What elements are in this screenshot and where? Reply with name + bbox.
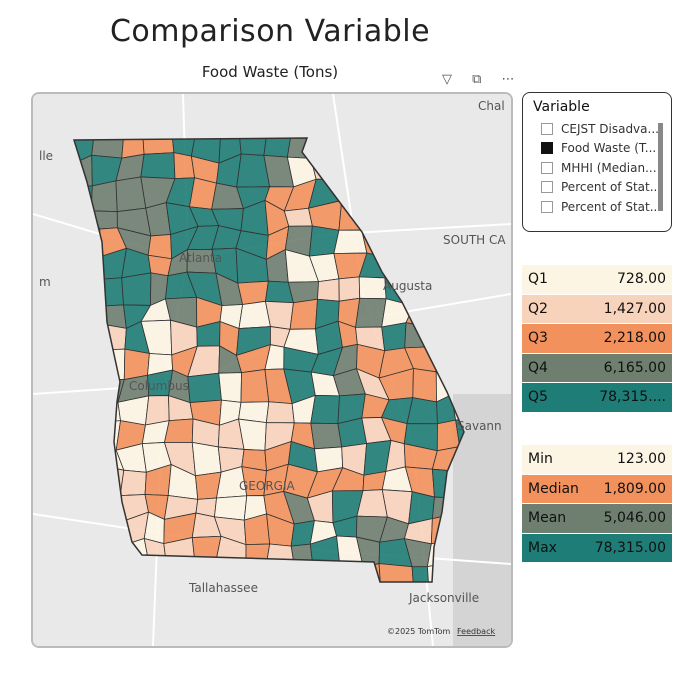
- table-row: Median 1,809.00: [522, 474, 672, 504]
- row-value: 5,046.00: [603, 510, 666, 527]
- county: [406, 397, 438, 425]
- slicer-title: Variable: [533, 99, 590, 115]
- row-label: Median: [528, 480, 579, 497]
- map-label: Jacksonville: [408, 591, 479, 605]
- row-label: Q3: [528, 330, 548, 347]
- map-label: m: [39, 275, 51, 289]
- county: [411, 566, 430, 582]
- map-label: Chal: [478, 99, 505, 113]
- row-label: Q2: [528, 300, 548, 317]
- county: [121, 272, 152, 306]
- county: [90, 180, 118, 213]
- table-row: Q5 78,315....: [522, 383, 672, 413]
- row-value: 6,165.00: [603, 359, 666, 376]
- map-label: Tallahassee: [188, 581, 258, 595]
- county: [147, 234, 173, 260]
- county: [310, 422, 343, 450]
- slicer-option[interactable]: CEJST Disadva...: [541, 119, 671, 139]
- visual-icons[interactable]: ▽ ⧉ ⋯: [442, 72, 523, 87]
- row-value: 78,315.00: [594, 539, 666, 556]
- visual-subtitle: Food Waste (Tons): [201, 63, 339, 81]
- row-label: Q4: [528, 359, 548, 376]
- map-label: SOUTH CA: [443, 233, 506, 247]
- county: [378, 563, 415, 582]
- row-value: 78,315....: [599, 389, 666, 406]
- row-value: 123.00: [617, 451, 666, 468]
- row-label: Mean: [528, 510, 567, 527]
- table-row: Max 78,315.00: [522, 533, 672, 563]
- table-row: Min 123.00: [522, 445, 672, 475]
- attribution: ©2025 TomTom: [387, 627, 451, 636]
- county: [145, 395, 170, 426]
- county: [119, 469, 147, 497]
- option-label: Percent of Stat...: [561, 180, 662, 195]
- table-row: Mean 5,046.00: [522, 504, 672, 534]
- page-title: Comparison Variable: [109, 14, 431, 49]
- row-value: 1,427.00: [603, 300, 666, 317]
- table-row: Q2 1,427.00: [522, 294, 672, 324]
- county: [140, 152, 176, 180]
- map-label: lle: [39, 149, 53, 163]
- county: [238, 300, 271, 330]
- slicer-option[interactable]: MHHI (Median...: [541, 158, 671, 178]
- row-label: Max: [528, 539, 557, 556]
- map-label: Augusta: [383, 279, 432, 293]
- county: [317, 278, 340, 302]
- county: [381, 322, 407, 352]
- county: [123, 348, 150, 381]
- map-label: Columbus: [129, 379, 189, 393]
- row-value: 728.00: [617, 271, 666, 288]
- county: [191, 441, 222, 477]
- county: [240, 369, 270, 403]
- row-label: Q1: [528, 271, 548, 288]
- row-value: 1,809.00: [603, 480, 666, 497]
- map[interactable]: Chal lle SOUTH CA Atlanta Augusta m Colu…: [31, 92, 513, 648]
- county: [338, 276, 361, 302]
- slicer-option[interactable]: Percent of Stat...: [541, 197, 671, 217]
- scrollbar[interactable]: [658, 123, 663, 211]
- map-label: Atlanta: [179, 251, 222, 265]
- map-label: Savann: [457, 419, 502, 433]
- option-label: Food Waste (T...: [561, 141, 657, 156]
- table-row: Q3 2,218.00: [522, 324, 672, 354]
- county: [310, 395, 340, 425]
- county: [289, 298, 318, 330]
- stats-table: Min 123.00 Median 1,809.00 Mean 5,046.00 Max 78…: [522, 445, 672, 563]
- county: [218, 372, 242, 403]
- quantile-table: Q1 728.00 Q2 1,427.00 Q3 2,218.00 Q4 6,165.00 Q5…: [522, 265, 672, 413]
- county: [237, 280, 269, 305]
- slicer-option[interactable]: Food Waste (T...: [541, 139, 671, 159]
- county: [214, 495, 248, 521]
- county: [283, 207, 313, 227]
- row-label: Min: [528, 451, 553, 468]
- county: [355, 297, 387, 328]
- option-label: MHHI (Median...: [561, 160, 657, 175]
- option-label: CEJST Disadva...: [561, 121, 659, 136]
- row-value: 2,218.00: [603, 330, 666, 347]
- map-label: GEORGIA: [239, 479, 296, 493]
- county: [412, 368, 437, 403]
- county: [163, 418, 194, 443]
- slicer-option[interactable]: Percent of Stat...: [541, 178, 671, 198]
- table-row: Q1 728.00: [522, 265, 672, 295]
- feedback-link[interactable]: Feedback: [457, 627, 495, 636]
- county: [265, 401, 295, 424]
- row-label: Q5: [528, 389, 548, 406]
- option-label: Percent of Stat...: [561, 199, 662, 214]
- table-row: Q4 6,165.00: [522, 353, 672, 383]
- county: [187, 372, 222, 404]
- slicer: Variable CEJST Disadva... Food Waste (T.…: [522, 92, 672, 232]
